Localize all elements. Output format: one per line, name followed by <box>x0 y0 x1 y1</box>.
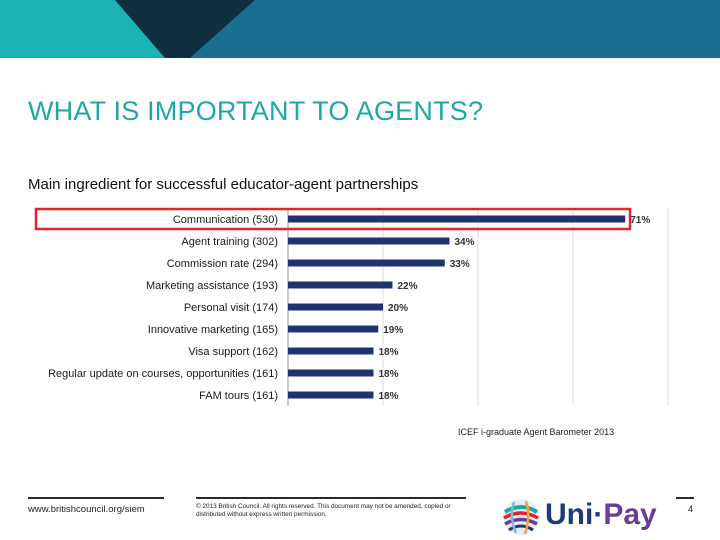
footer-copyright: © 2013 British Council. All rights reser… <box>196 503 451 518</box>
bar <box>288 347 374 355</box>
footer-divider-middle <box>196 497 466 499</box>
footer-divider-right <box>676 497 694 499</box>
logo-text-uni: Uni <box>545 498 594 531</box>
data-label: 33% <box>450 259 470 270</box>
bar <box>288 215 626 223</box>
logo-wordmark: Uni·Pay <box>545 498 657 532</box>
data-label: 34% <box>455 237 475 248</box>
category-label: Commission rate (294) <box>167 258 278 270</box>
footer-website: www.britishcouncil.org/siem <box>28 504 145 515</box>
category-label: Communication (530) <box>173 214 278 226</box>
bar <box>288 391 374 399</box>
banner-teal-shape <box>0 0 165 58</box>
unipay-logo: Uni·Pay <box>500 496 670 538</box>
bar-chart: Communication (530) 71% Agent training (30… <box>34 207 669 406</box>
category-label: FAM tours (161) <box>199 390 278 402</box>
bar <box>288 259 445 267</box>
slide-subtitle: Main ingredient for successful educator-… <box>28 176 419 193</box>
category-label: Agent training (302) <box>181 236 278 248</box>
bar <box>288 237 450 245</box>
category-label: Visa support (162) <box>188 346 278 358</box>
banner-dark-shape <box>115 0 255 58</box>
page-number: 4 <box>688 504 694 514</box>
category-label: Personal visit (174) <box>184 302 278 314</box>
globe-icon <box>503 499 539 535</box>
data-label: 18% <box>379 369 399 380</box>
logo-text-dot: · <box>593 498 604 531</box>
data-label: 20% <box>388 303 408 314</box>
data-label: 71% <box>630 215 650 226</box>
bar <box>288 369 374 377</box>
data-label: 19% <box>383 325 403 336</box>
data-label: 18% <box>379 391 399 402</box>
logo-text-pay: Pay <box>603 498 657 531</box>
banner-blue-shape <box>190 0 720 58</box>
header-banner <box>0 0 720 58</box>
category-label: Regular update on courses, opportunities… <box>48 368 278 380</box>
bar <box>288 303 383 311</box>
data-label: 18% <box>379 347 399 358</box>
footer-divider-left <box>28 497 164 499</box>
category-label: Marketing assistance (193) <box>146 280 278 292</box>
category-label: Innovative marketing (165) <box>148 324 278 336</box>
slide-title: WHAT IS IMPORTANT TO AGENTS? <box>28 96 484 126</box>
bar <box>288 325 379 333</box>
data-label: 22% <box>398 281 418 292</box>
highlight-box <box>34 207 632 231</box>
bar <box>288 281 393 289</box>
source-citation: ICEF i-graduate Agent Barometer 2013 <box>458 427 615 437</box>
